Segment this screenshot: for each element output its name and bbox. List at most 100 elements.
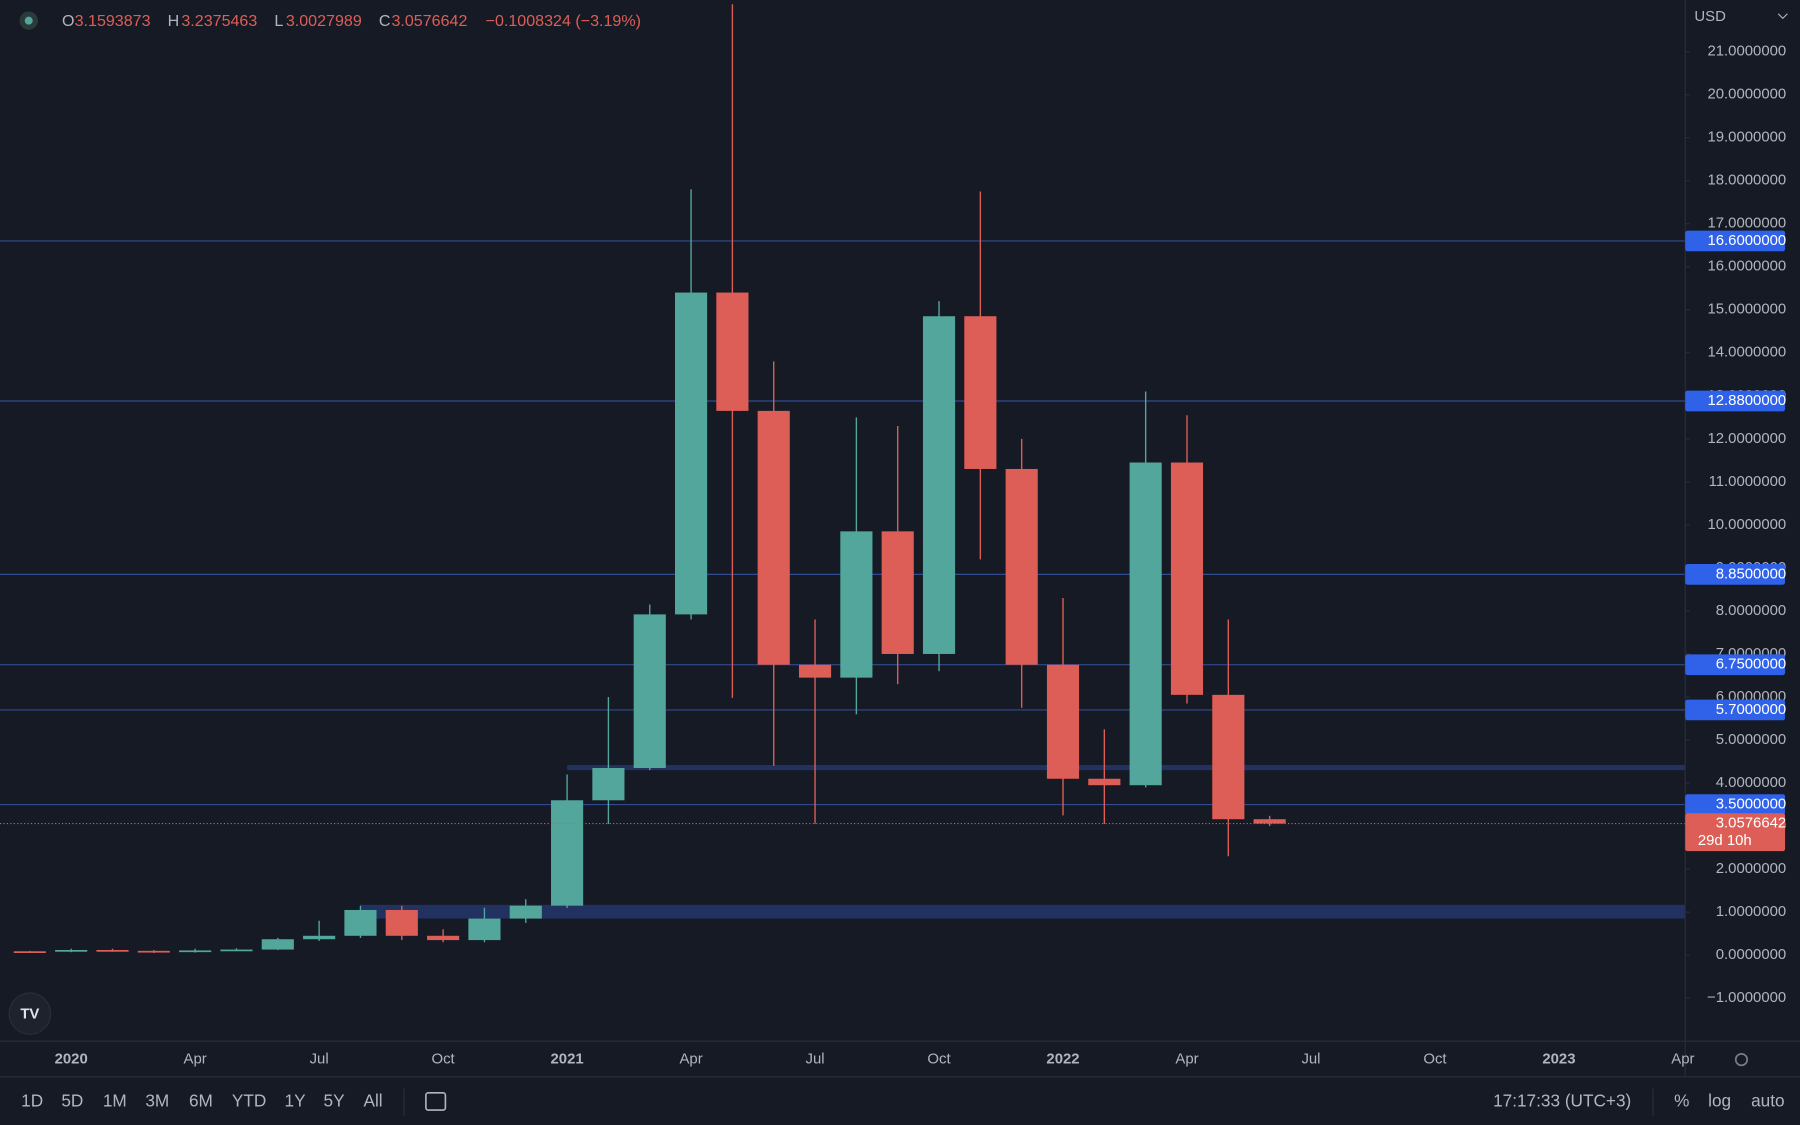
close-label: C xyxy=(379,12,391,30)
candle-body xyxy=(179,950,212,953)
x-tick-label: Jul xyxy=(806,1051,825,1068)
currency-dropdown[interactable] xyxy=(1777,13,1788,20)
scale-option[interactable]: auto xyxy=(1751,1091,1784,1111)
interval-button[interactable]: 5Y xyxy=(324,1091,346,1111)
x-tick-label: Jul xyxy=(310,1051,329,1068)
candle-body xyxy=(303,935,336,940)
x-tick-label: Apr xyxy=(1175,1051,1198,1068)
x-tick-label: 2021 xyxy=(551,1051,584,1068)
close-value: 3.0576642 xyxy=(391,12,467,30)
x-tick-label: 2023 xyxy=(1542,1051,1575,1068)
candle-body xyxy=(261,939,294,950)
interval-button[interactable]: 5D xyxy=(61,1091,83,1111)
candle-body xyxy=(716,292,749,411)
status-dot xyxy=(24,16,33,25)
candle-body xyxy=(385,909,418,936)
x-tick-label: Apr xyxy=(1671,1051,1694,1068)
candle-body xyxy=(344,909,377,936)
x-tick-label: Apr xyxy=(184,1051,207,1068)
low-value: 3.0027989 xyxy=(286,12,362,30)
candle-body xyxy=(96,949,129,952)
candle-body xyxy=(13,951,46,953)
high-label: H xyxy=(168,12,180,30)
interval-button[interactable]: 6M xyxy=(189,1091,213,1111)
candle-body xyxy=(1253,819,1286,824)
candle-body xyxy=(922,316,956,654)
legend: O 3.1593873 H 3.2375463 L 3.0027989 C 3.… xyxy=(62,12,641,30)
candle-body xyxy=(757,410,790,665)
interval-button[interactable]: YTD xyxy=(232,1091,266,1111)
open-value: 3.1593873 xyxy=(75,12,151,30)
scale-option[interactable]: % xyxy=(1674,1091,1689,1111)
y-tick-label: 10.0000000 xyxy=(1707,516,1786,533)
toolbar: 1D 5D 1M 3M 6M YTD 1Y 5Y All 17:17:33 (UTC+3)% log… xyxy=(21,1091,1784,1111)
open-label: O xyxy=(62,12,75,30)
y-tick-label: 20.0000000 xyxy=(1707,86,1786,103)
scale-option[interactable]: log xyxy=(1708,1091,1731,1111)
date-range-icon[interactable] xyxy=(425,1092,447,1111)
settings-icon[interactable] xyxy=(1734,1052,1749,1067)
candle-body xyxy=(1212,694,1245,820)
level-badge xyxy=(1685,794,1786,815)
y-tick-label: 8.0000000 xyxy=(1716,602,1786,619)
level-badge-label: 8.8500000 xyxy=(1716,565,1786,582)
y-tick-label: 14.0000000 xyxy=(1707,344,1786,361)
y-tick-label: 12.0000000 xyxy=(1707,430,1786,447)
interval-button[interactable]: 1Y xyxy=(285,1091,307,1111)
price-badge-label: 3.0576642 xyxy=(1716,815,1786,832)
interval-button[interactable]: 1M xyxy=(103,1091,127,1111)
candle-body xyxy=(551,800,584,906)
candle-body xyxy=(55,949,88,952)
y-tick-label: 18.0000000 xyxy=(1707,172,1786,189)
level-badge xyxy=(1685,564,1786,585)
price-badge xyxy=(1685,813,1786,852)
interval-button[interactable]: All xyxy=(364,1091,383,1111)
interval-button[interactable]: 1D xyxy=(21,1091,43,1111)
level-badge-label: 6.7500000 xyxy=(1716,656,1786,673)
level-badge-label: 12.8800000 xyxy=(1707,392,1786,409)
price-axis: −1.0000000 0.0000000 1.0000000 2.0000000 3.0… xyxy=(1685,43,1787,1006)
level-badge xyxy=(1685,654,1786,676)
interval-button[interactable]: 3M xyxy=(145,1091,169,1111)
y-tick-label: 11.0000000 xyxy=(1709,473,1787,490)
level-badge-label: 16.6000000 xyxy=(1707,232,1786,249)
candle-body xyxy=(427,935,460,941)
candle-body xyxy=(881,531,914,654)
candle-body xyxy=(1046,664,1080,779)
support-zone xyxy=(360,904,1686,919)
time-axis: 2020 Apr Jul Oct 2021 Apr Jul Oct 2022 Apr Jul Oct 2… xyxy=(55,1051,1695,1068)
candle-body xyxy=(1088,778,1121,786)
level-badge xyxy=(1685,699,1786,721)
level-badge xyxy=(1685,230,1786,252)
candle-body xyxy=(840,531,873,678)
candle-body xyxy=(137,950,170,953)
y-tick-label: 21.0000000 xyxy=(1707,43,1786,60)
high-value: 3.2375463 xyxy=(181,12,257,30)
y-tick-label: 17.0000000 xyxy=(1707,215,1786,232)
candle-body xyxy=(675,292,708,615)
x-tick-label: Oct xyxy=(927,1051,951,1068)
x-tick-label: 2022 xyxy=(1046,1051,1079,1068)
logo[interactable] xyxy=(8,992,52,1035)
y-tick-label: 19.0000000 xyxy=(1707,129,1786,146)
candle-body xyxy=(1005,468,1038,665)
clock[interactable]: 17:17:33 (UTC+3) xyxy=(1493,1091,1631,1111)
candle-body xyxy=(468,918,501,941)
candle-body xyxy=(592,767,625,801)
currency[interactable]: USD xyxy=(1694,8,1726,25)
candle-body xyxy=(964,316,997,469)
change-value: −0.1008324 (−3.19%) xyxy=(486,12,641,30)
countdown: 29d 10h xyxy=(1698,832,1752,849)
x-tick-label: Oct xyxy=(1423,1051,1447,1068)
y-tick-label: 2.0000000 xyxy=(1716,860,1786,877)
y-tick-label: 16.0000000 xyxy=(1707,258,1786,275)
x-tick-label: Apr xyxy=(679,1051,702,1068)
candle-body xyxy=(798,664,832,678)
candle-body xyxy=(633,614,666,768)
level-badge-label: 5.7000000 xyxy=(1716,701,1786,718)
y-tick-label: 15.0000000 xyxy=(1707,301,1786,318)
y-tick-label: 5.0000000 xyxy=(1716,731,1786,748)
candle-body xyxy=(1170,462,1204,695)
logo-text: TV xyxy=(20,1006,39,1023)
